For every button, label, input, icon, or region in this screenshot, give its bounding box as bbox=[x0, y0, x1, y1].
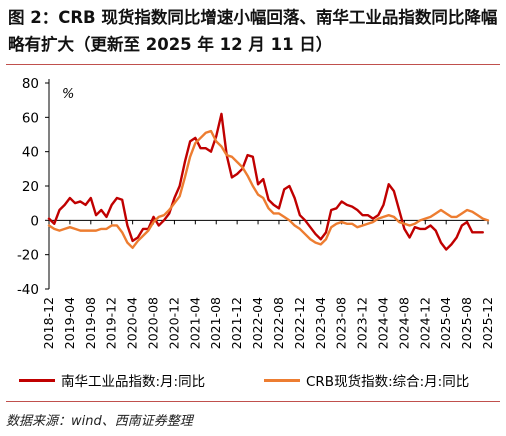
x-tick-label: 2024-04 bbox=[375, 297, 390, 349]
y-tick-label: 20 bbox=[22, 179, 39, 195]
x-tick-label: 2025-12 bbox=[480, 297, 495, 349]
x-tick-label: 2021-12 bbox=[229, 297, 244, 349]
x-tick-label: 2021-08 bbox=[208, 297, 223, 349]
y-tick-label: -20 bbox=[17, 248, 39, 264]
y-tick-label: -40 bbox=[17, 282, 39, 298]
x-tick-label: 2018-12 bbox=[41, 297, 56, 349]
legend-label-series-1: 南华工业品指数:月:同比 bbox=[61, 374, 206, 390]
x-tick-label: 2022-12 bbox=[292, 297, 307, 349]
x-tick-label: 2019-04 bbox=[62, 297, 77, 349]
figure-title: 图 2：CRB 现货指数同比增速小幅回落、南华工业品指数同比降幅略有扩大（更新至… bbox=[8, 8, 498, 54]
x-tick-label: 2020-12 bbox=[166, 297, 181, 349]
x-tick-label: 2019-12 bbox=[104, 297, 119, 349]
legend-item-series-1: 南华工业品指数:月:同比 bbox=[19, 370, 205, 390]
chart-legend: 南华工业品指数:月:同比 CRB现货指数:综合:月:同比 bbox=[0, 370, 506, 392]
series-line-2 bbox=[47, 129, 490, 249]
legend-label-series-2: CRB现货指数:综合:月:同比 bbox=[306, 374, 470, 390]
x-tick-label: 2022-04 bbox=[250, 297, 265, 349]
x-tick-label: 2021-04 bbox=[187, 297, 202, 349]
x-tick-label: 2020-08 bbox=[146, 297, 161, 349]
x-tick-label: 2025-04 bbox=[438, 297, 453, 349]
x-tick-label: 2020-04 bbox=[125, 297, 140, 349]
legend-swatch-series-2 bbox=[264, 378, 300, 382]
x-tick-label: 2023-08 bbox=[334, 297, 349, 349]
series-line-1 bbox=[47, 112, 484, 251]
legend-item-series-2: CRB现货指数:综合:月:同比 bbox=[264, 370, 469, 390]
y-tick-label: 60 bbox=[22, 110, 39, 126]
x-tick-label: 2019-08 bbox=[83, 297, 98, 349]
y-tick-label: 80 bbox=[22, 76, 39, 92]
source-note: 数据来源：wind、西南证券整理 bbox=[6, 414, 193, 429]
legend-swatch-series-1 bbox=[19, 378, 55, 382]
source-divider bbox=[6, 401, 500, 402]
y-tick-label: 0 bbox=[30, 213, 39, 229]
x-tick-label: 2024-12 bbox=[417, 297, 432, 349]
line-chart: -40 -20 0 20 40 60 80% 2018-12 2019-04 2019-08 201… bbox=[17, 76, 495, 349]
x-tick-label: 2022-08 bbox=[271, 297, 286, 349]
x-tick-label: 2023-12 bbox=[355, 297, 370, 349]
title-divider bbox=[6, 64, 500, 65]
y-tick-label: 40 bbox=[22, 145, 39, 161]
x-tick-label: 2024-08 bbox=[396, 297, 411, 349]
x-tick-label: 2023-04 bbox=[313, 297, 328, 349]
y-axis-unit-label: % bbox=[62, 87, 74, 102]
x-tick-label: 2025-08 bbox=[459, 297, 474, 349]
